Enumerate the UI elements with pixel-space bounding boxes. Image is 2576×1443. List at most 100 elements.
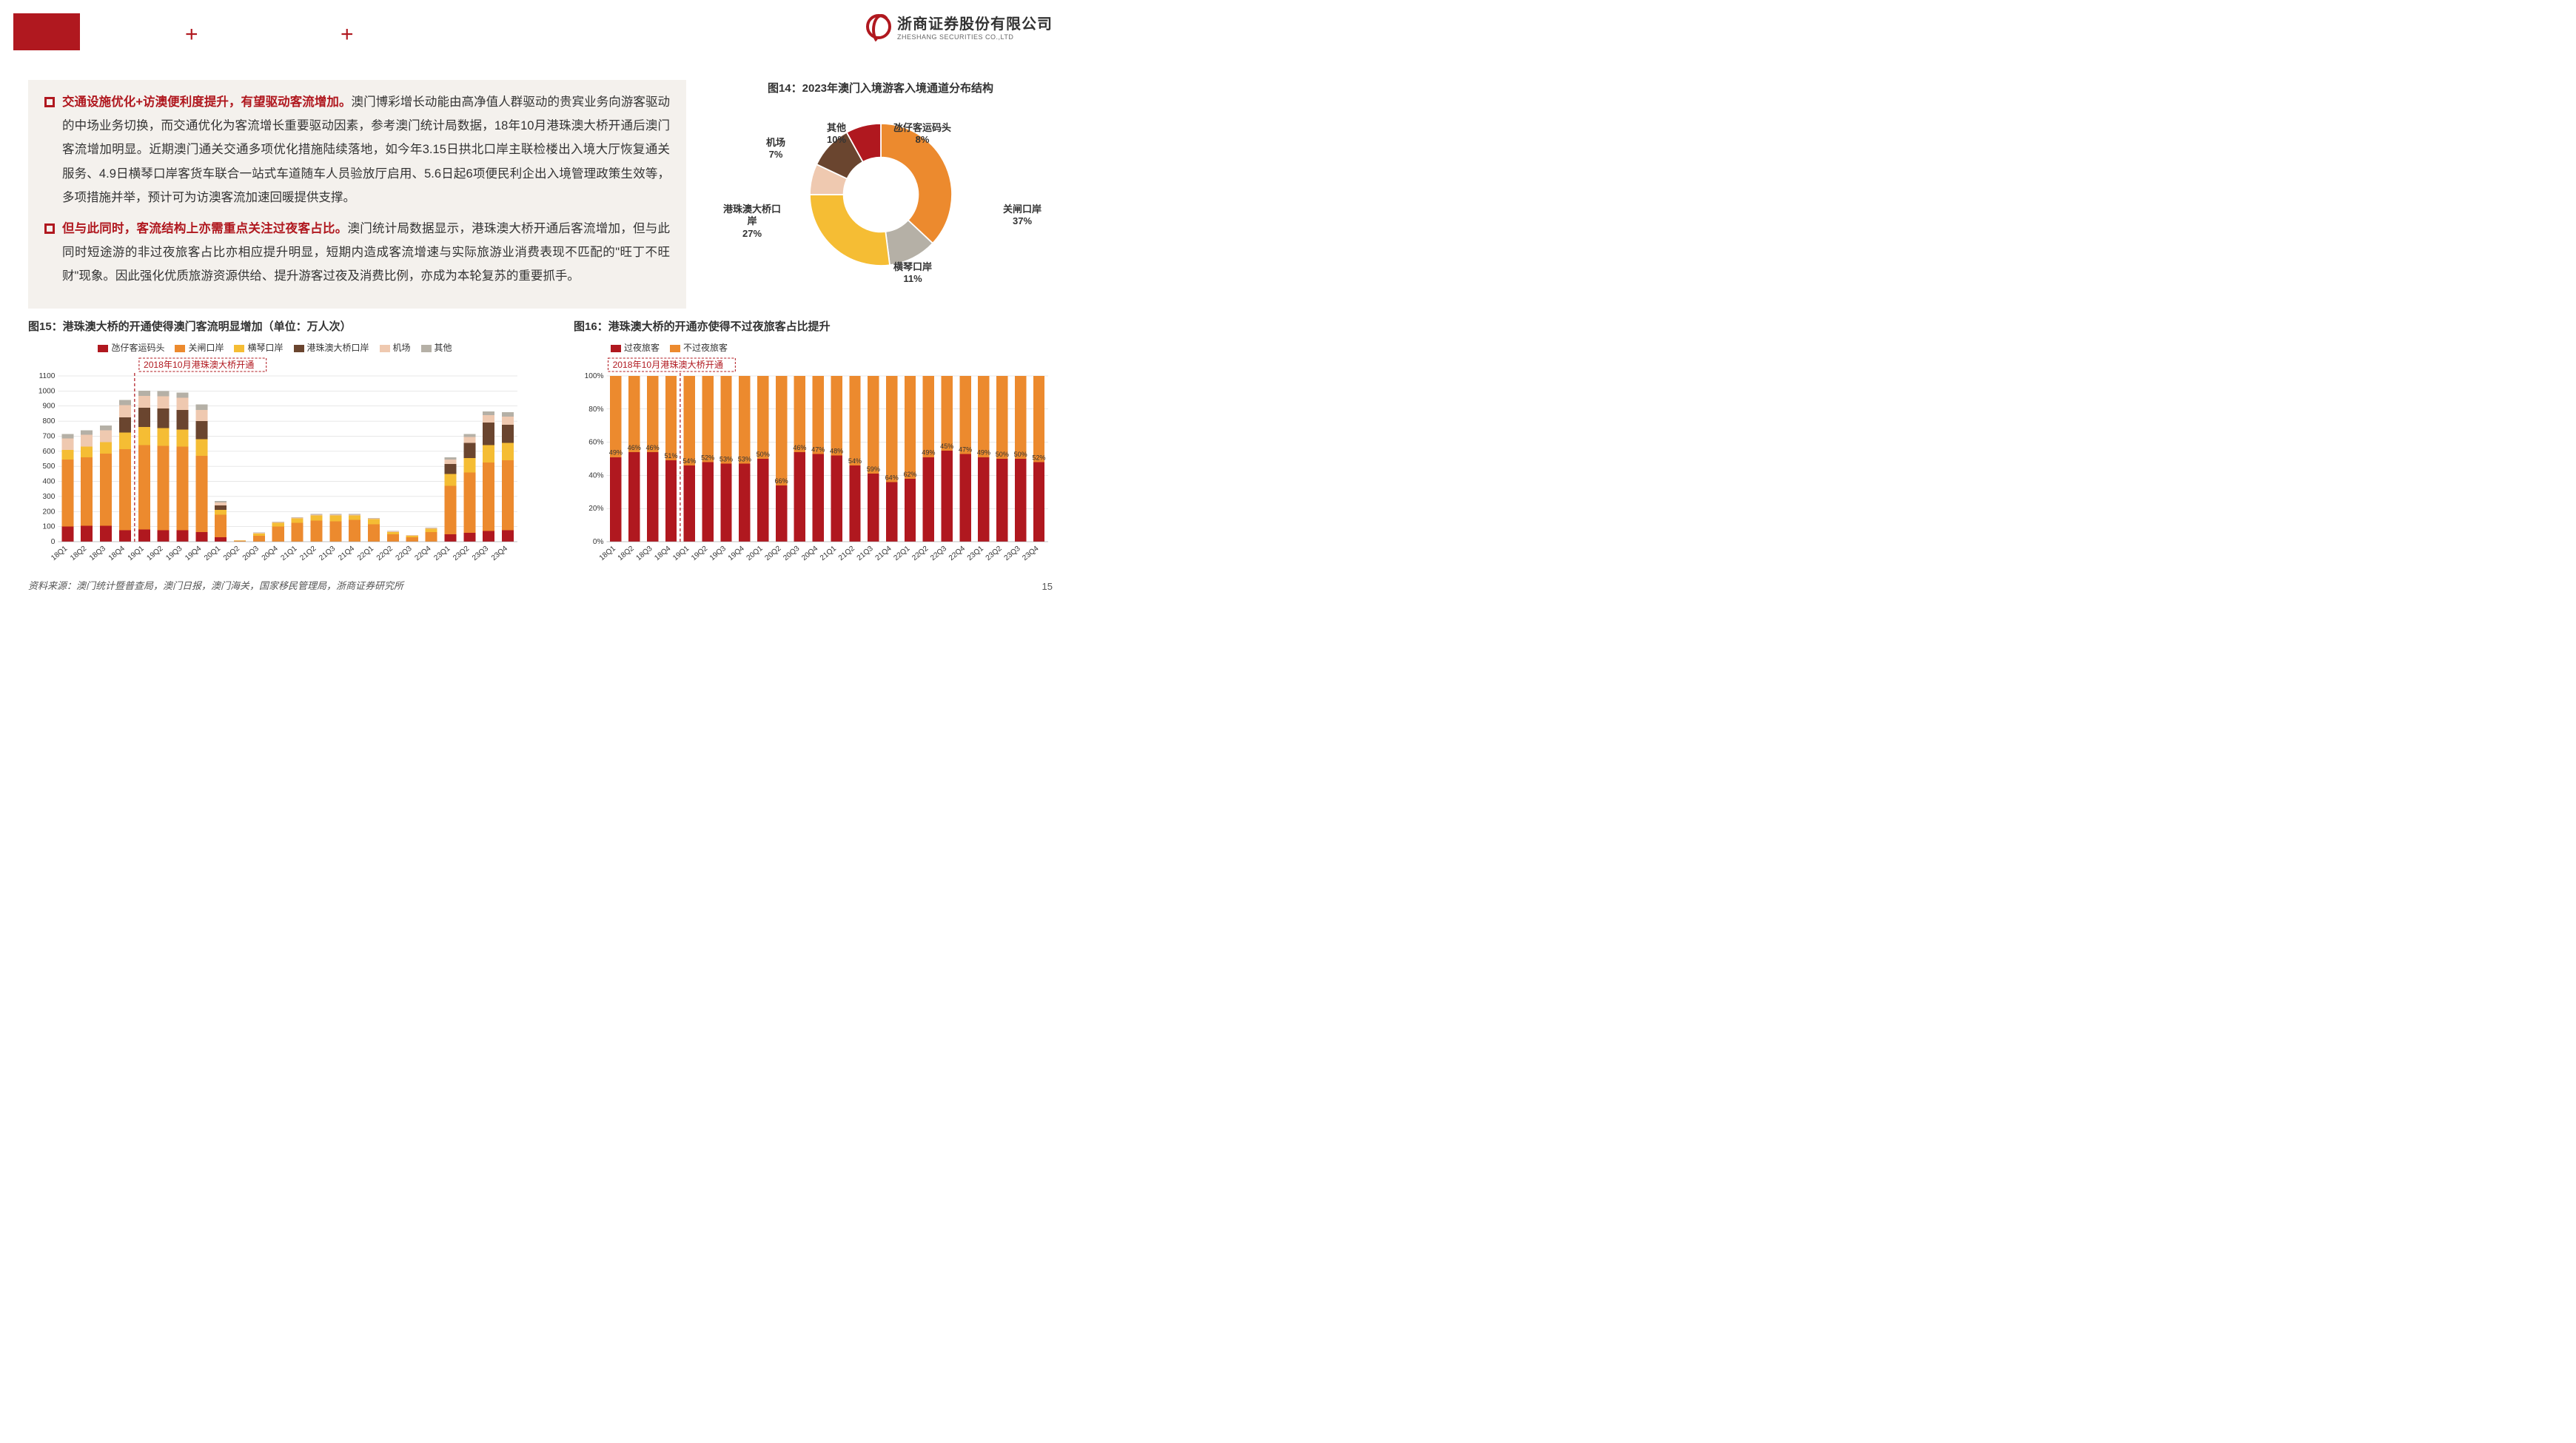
svg-text:80%: 80%	[588, 406, 603, 414]
donut-slice-label: 横琴口岸11%	[893, 261, 932, 286]
svg-text:50%: 50%	[996, 451, 1009, 458]
svg-text:0: 0	[51, 538, 56, 546]
svg-text:50%: 50%	[1014, 451, 1027, 458]
fig15-legend: 氹仔客运码头关闸口岸横琴口岸港珠澳大桥口岸机场其他	[28, 338, 522, 355]
svg-text:22Q3: 22Q3	[929, 545, 948, 562]
para1-lead: 交通设施优化+访澳便利度提升，有望驱动客流增加。	[62, 95, 352, 109]
svg-text:23Q2: 23Q2	[452, 545, 471, 562]
svg-text:23Q4: 23Q4	[1021, 545, 1040, 562]
svg-text:18Q4: 18Q4	[107, 545, 127, 562]
svg-text:20Q3: 20Q3	[782, 545, 801, 562]
svg-text:18Q3: 18Q3	[635, 545, 654, 562]
bullet-icon	[44, 223, 55, 234]
svg-text:20Q1: 20Q1	[203, 545, 222, 562]
svg-text:46%: 46%	[646, 444, 660, 451]
svg-text:18Q3: 18Q3	[88, 545, 107, 562]
svg-text:19Q4: 19Q4	[184, 545, 203, 562]
brand-logo-icon	[866, 14, 891, 39]
source-line: 资料来源：澳门统计暨普查局，澳门日报，澳门海关，国家移民管理局，浙商证券研究所	[28, 578, 403, 592]
svg-text:1100: 1100	[39, 372, 56, 380]
svg-text:52%: 52%	[701, 454, 714, 462]
svg-text:21Q1: 21Q1	[819, 545, 838, 562]
svg-text:18Q1: 18Q1	[598, 545, 617, 562]
fig14-title: 图14：2023年澳门入境游客入境通道分布结构	[708, 80, 1053, 95]
svg-text:23Q2: 23Q2	[985, 545, 1004, 562]
svg-text:700: 700	[43, 432, 56, 440]
svg-text:21Q4: 21Q4	[874, 545, 893, 562]
svg-text:20Q4: 20Q4	[800, 545, 819, 562]
brand-name-en: ZHESHANG SECURITIES CO.,LTD	[897, 33, 1053, 41]
para1-body: 澳门博彩增长动能由高净值人群驱动的贵宾业务向游客驱动的中场业务切换，而交通优化为…	[62, 95, 670, 204]
svg-text:18Q2: 18Q2	[617, 545, 636, 562]
svg-text:66%: 66%	[774, 477, 788, 485]
svg-text:19Q3: 19Q3	[708, 545, 728, 562]
brand-logo: 浙商证券股份有限公司 ZHESHANG SECURITIES CO.,LTD	[866, 12, 1053, 41]
svg-text:20Q1: 20Q1	[745, 545, 765, 562]
svg-text:1000: 1000	[38, 387, 56, 395]
svg-text:64%: 64%	[885, 474, 899, 481]
svg-text:900: 900	[43, 403, 56, 411]
svg-text:22Q4: 22Q4	[947, 545, 967, 562]
bullet-icon	[44, 97, 55, 107]
main-text-box: 交通设施优化+访澳便利度提升，有望驱动客流增加。澳门博彩增长动能由高净值人群驱动…	[28, 80, 686, 309]
svg-text:21Q4: 21Q4	[337, 545, 356, 562]
header-accent-block	[13, 13, 80, 50]
svg-text:18Q4: 18Q4	[653, 545, 672, 562]
donut-slice-label: 氹仔客运码头8%	[893, 122, 951, 147]
svg-text:19Q3: 19Q3	[164, 545, 184, 562]
fig16-legend: 过夜旅客不过夜旅客	[574, 338, 1053, 355]
svg-text:600: 600	[43, 448, 56, 456]
svg-text:20Q3: 20Q3	[241, 545, 261, 562]
svg-text:50%: 50%	[757, 451, 770, 458]
svg-text:2018年10月港珠澳大桥开通: 2018年10月港珠澳大桥开通	[144, 360, 254, 370]
fig15-chart: 01002003004005006007008009001000110018Q1…	[28, 355, 522, 570]
svg-text:48%: 48%	[830, 448, 843, 455]
svg-text:49%: 49%	[922, 449, 935, 457]
svg-text:22Q1: 22Q1	[892, 545, 911, 562]
svg-text:23Q1: 23Q1	[432, 545, 452, 562]
svg-text:23Q4: 23Q4	[490, 545, 509, 562]
svg-text:2018年10月港珠澳大桥开通: 2018年10月港珠澳大桥开通	[613, 360, 723, 370]
svg-text:46%: 46%	[793, 444, 806, 451]
svg-text:52%: 52%	[1032, 454, 1045, 462]
donut-slice-label: 机场7%	[766, 137, 785, 161]
svg-text:800: 800	[43, 417, 56, 426]
donut-slice-label: 其他10%	[827, 122, 846, 147]
svg-text:22Q3: 22Q3	[395, 545, 414, 562]
svg-text:23Q3: 23Q3	[1003, 545, 1022, 562]
svg-text:200: 200	[43, 508, 56, 516]
svg-text:45%: 45%	[940, 443, 953, 450]
svg-text:22Q2: 22Q2	[375, 545, 395, 562]
svg-text:20Q2: 20Q2	[222, 545, 241, 562]
svg-text:21Q2: 21Q2	[837, 545, 856, 562]
svg-text:23Q1: 23Q1	[966, 545, 985, 562]
svg-text:22Q4: 22Q4	[413, 545, 432, 562]
svg-text:47%: 47%	[959, 445, 972, 453]
svg-text:500: 500	[43, 462, 56, 471]
header-plus-icon: +	[341, 22, 354, 47]
fig14-donut: 关闸口岸37%横琴口岸11%港珠澳大桥口岸27%机场7%其他10%氹仔客运码头8…	[708, 100, 1053, 289]
svg-text:20Q2: 20Q2	[763, 545, 782, 562]
fig16-chart: 0%20%40%60%80%100%49%18Q146%18Q246%18Q35…	[574, 355, 1053, 570]
svg-text:19Q1: 19Q1	[127, 545, 146, 562]
fig15-title: 图15：港珠澳大桥的开通使得澳门客流明显增加（单位：万人次）	[28, 318, 522, 334]
svg-text:49%: 49%	[977, 449, 990, 457]
svg-text:19Q1: 19Q1	[671, 545, 691, 562]
para2-lead: 但与此同时，客流结构上亦需重点关注过夜客占比。	[62, 222, 348, 235]
svg-text:22Q1: 22Q1	[356, 545, 375, 562]
svg-text:21Q1: 21Q1	[280, 545, 299, 562]
svg-text:20%: 20%	[588, 505, 603, 513]
svg-text:300: 300	[43, 493, 56, 501]
svg-text:21Q3: 21Q3	[856, 545, 875, 562]
brand-name-cn: 浙商证券股份有限公司	[897, 12, 1053, 33]
svg-text:62%: 62%	[903, 471, 916, 478]
svg-text:23Q3: 23Q3	[471, 545, 490, 562]
svg-text:49%: 49%	[609, 449, 623, 457]
svg-text:51%: 51%	[664, 452, 677, 460]
svg-text:54%: 54%	[682, 457, 696, 465]
svg-text:60%: 60%	[588, 439, 603, 447]
fig16-title: 图16：港珠澳大桥的开通亦使得不过夜旅客占比提升	[574, 318, 1053, 334]
svg-text:18Q1: 18Q1	[50, 545, 69, 562]
svg-text:46%: 46%	[628, 444, 641, 451]
svg-text:21Q2: 21Q2	[298, 545, 318, 562]
